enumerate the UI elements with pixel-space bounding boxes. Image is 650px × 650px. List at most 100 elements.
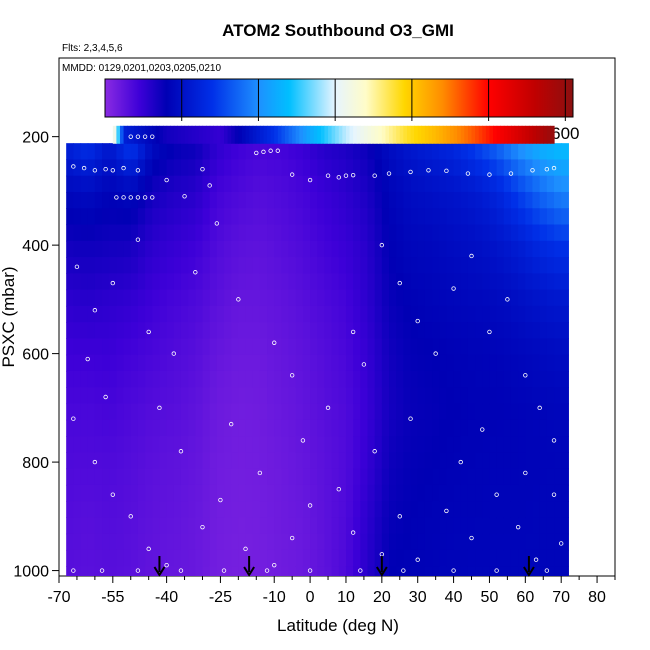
- curtain-cell: [209, 224, 218, 242]
- curtain-cell: [331, 533, 340, 551]
- curtain-cell: [546, 419, 555, 437]
- curtain-cell: [145, 549, 153, 567]
- curtain-cell: [417, 549, 426, 567]
- curtain-cell: [87, 175, 96, 193]
- curtain-cell: [209, 143, 218, 161]
- curtain-cell: [475, 403, 483, 421]
- curtain-cell: [310, 143, 318, 161]
- curtain-cell: [137, 468, 146, 486]
- curtain-cell: [295, 436, 304, 453]
- curtain-cell: [87, 191, 96, 209]
- y-axis-label: PSXC (mbar): [0, 266, 18, 367]
- curtain-cell: [317, 159, 326, 177]
- curtain-cell: [525, 403, 534, 421]
- top-band-cell: [295, 125, 300, 144]
- curtain-cell: [503, 224, 512, 242]
- curtain-cell: [231, 370, 239, 388]
- curtain-cell: [317, 240, 326, 258]
- sample-point: [92, 308, 98, 313]
- curtain-cell: [496, 517, 505, 535]
- curtain-cell: [216, 468, 225, 486]
- top-band-cell: [320, 125, 326, 144]
- curtain-cell: [374, 533, 383, 551]
- curtain-cell: [561, 484, 569, 502]
- curtain-cell: [231, 387, 239, 405]
- curtain-cell: [152, 468, 161, 486]
- curtain-cell: [224, 452, 232, 470]
- curtain-cell: [554, 159, 562, 177]
- curtain-cell: [532, 273, 541, 291]
- curtain-cell: [109, 208, 117, 226]
- curtain-cell: [130, 501, 139, 519]
- curtain-cell: [510, 338, 519, 356]
- curtain-cell: [331, 273, 340, 291]
- curtain-cell: [446, 370, 455, 388]
- sample-point: [336, 175, 341, 180]
- top-band-cell: [345, 125, 351, 144]
- curtain-cell: [475, 240, 483, 258]
- curtain-cell: [80, 517, 89, 535]
- sample-point: [558, 541, 564, 546]
- curtain-cell: [137, 549, 146, 567]
- curtain-cell: [180, 305, 189, 323]
- curtain-cell: [424, 143, 433, 161]
- curtain-cell: [403, 403, 412, 421]
- curtain-cell: [310, 436, 318, 453]
- curtain-cell: [66, 452, 74, 470]
- curtain-cell: [123, 354, 132, 372]
- curtain-cell: [381, 370, 390, 388]
- curtain-cell: [532, 484, 541, 502]
- sample-point: [135, 195, 141, 200]
- top-band-cell: [406, 125, 412, 144]
- curtain-cell: [539, 159, 548, 177]
- curtain-cell: [345, 387, 354, 405]
- curtain-cell: [489, 436, 498, 453]
- curtain-cell: [467, 191, 476, 209]
- sample-point: [289, 373, 295, 378]
- curtain-cell: [345, 354, 354, 372]
- colorbar-tick-label: 600: [551, 124, 579, 143]
- curtain-cell: [123, 159, 132, 177]
- curtain-cell: [396, 208, 404, 226]
- top-band-cell: [277, 125, 282, 144]
- curtain-cell: [374, 305, 383, 323]
- curtain-cell: [460, 208, 469, 226]
- curtain-cell: [453, 257, 462, 274]
- curtain-cell: [360, 143, 369, 161]
- curtain-cell: [338, 159, 347, 177]
- curtain-cell: [166, 224, 175, 242]
- curtain-cell: [259, 549, 268, 567]
- curtain-cell: [518, 289, 526, 307]
- colorbar-gradient: [104, 78, 574, 118]
- curtain-cell: [73, 289, 82, 307]
- top-band-cell: [130, 125, 135, 144]
- curtain-cell: [532, 387, 541, 405]
- top-band-cell: [457, 125, 462, 144]
- curtain-cell: [281, 403, 290, 421]
- curtain-cell: [439, 566, 447, 576]
- curtain-cell: [238, 484, 247, 502]
- curtain-cell: [130, 224, 139, 242]
- curtain-cell: [259, 305, 268, 323]
- curtain-cell: [353, 289, 361, 307]
- curtain-cell: [518, 468, 526, 486]
- curtain-cell: [324, 517, 333, 535]
- curtain-cell: [159, 387, 168, 405]
- curtain-cell: [367, 159, 376, 177]
- curtain-cell: [166, 436, 175, 453]
- curtain-cell: [188, 224, 196, 242]
- curtain-cell: [302, 387, 311, 405]
- curtain-cell: [209, 175, 218, 193]
- curtain-cell: [482, 517, 491, 535]
- curtain-cell: [539, 240, 548, 258]
- top-band-cell: [112, 125, 117, 144]
- curtain-cell: [238, 305, 247, 323]
- curtain-cell: [424, 257, 433, 274]
- curtain-cell: [510, 354, 519, 372]
- curtain-cell: [173, 305, 182, 323]
- curtain-cell: [102, 257, 110, 274]
- curtain-cell: [109, 484, 117, 502]
- curtain-cell: [274, 484, 282, 502]
- curtain-cell: [295, 175, 304, 193]
- curtain-cell: [410, 305, 419, 323]
